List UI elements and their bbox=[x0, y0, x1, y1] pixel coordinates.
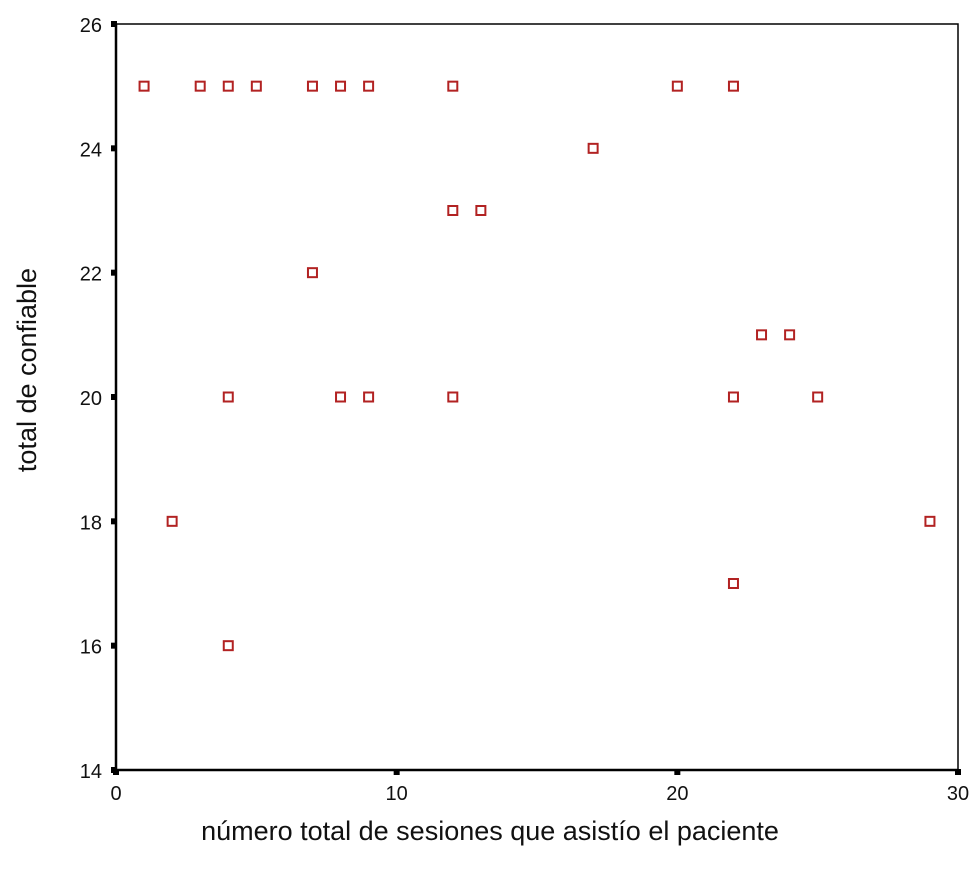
data-point bbox=[335, 80, 347, 92]
data-point bbox=[447, 205, 459, 216]
y-tick-label: 16 bbox=[80, 637, 102, 659]
y-tick-mark bbox=[111, 21, 117, 27]
data-point bbox=[671, 80, 683, 92]
data-point bbox=[784, 329, 796, 341]
y-tick-mark bbox=[111, 394, 117, 400]
data-point bbox=[222, 80, 234, 92]
y-tick-mark bbox=[111, 642, 117, 649]
data-point bbox=[447, 80, 459, 92]
y-tick-label: 26 bbox=[80, 15, 102, 37]
y-tick-label: 20 bbox=[80, 388, 102, 410]
x-tick-label: 10 bbox=[386, 783, 408, 805]
data-point bbox=[475, 205, 487, 216]
y-tick-mark bbox=[111, 145, 117, 152]
data-point bbox=[335, 391, 347, 403]
data-point bbox=[447, 391, 459, 403]
x-tick-mark bbox=[674, 769, 681, 775]
data-point bbox=[138, 80, 150, 92]
plot-frame bbox=[115, 23, 959, 771]
data-point bbox=[363, 391, 375, 403]
data-point bbox=[222, 640, 234, 652]
data-point bbox=[250, 80, 262, 92]
y-axis-label: total de confiable bbox=[12, 268, 42, 472]
data-point bbox=[756, 329, 768, 341]
x-tick-mark bbox=[393, 769, 400, 775]
data-point bbox=[194, 80, 206, 92]
data-point bbox=[166, 515, 178, 527]
x-tick-label: 20 bbox=[666, 783, 688, 805]
data-point bbox=[727, 578, 739, 589]
y-tick-label: 24 bbox=[80, 139, 102, 161]
data-point bbox=[924, 515, 936, 527]
x-tick-mark bbox=[113, 769, 119, 775]
y-tick-label: 18 bbox=[80, 512, 102, 534]
x-tick-label: 30 bbox=[947, 783, 969, 805]
y-tick-label: 14 bbox=[80, 761, 102, 783]
data-point bbox=[363, 80, 375, 92]
data-point bbox=[222, 391, 234, 403]
x-tick-mark bbox=[955, 769, 961, 775]
data-point bbox=[727, 80, 739, 92]
data-point bbox=[587, 142, 599, 154]
data-point bbox=[727, 391, 739, 403]
x-tick-label: 0 bbox=[110, 783, 121, 805]
data-point bbox=[812, 391, 824, 403]
data-point bbox=[306, 267, 318, 279]
y-tick-mark bbox=[111, 269, 117, 276]
y-tick-mark bbox=[111, 518, 117, 525]
x-axis-label: número total de sesiones que asistío el … bbox=[201, 816, 779, 846]
y-tick-label: 22 bbox=[80, 264, 102, 286]
data-point bbox=[306, 80, 318, 92]
